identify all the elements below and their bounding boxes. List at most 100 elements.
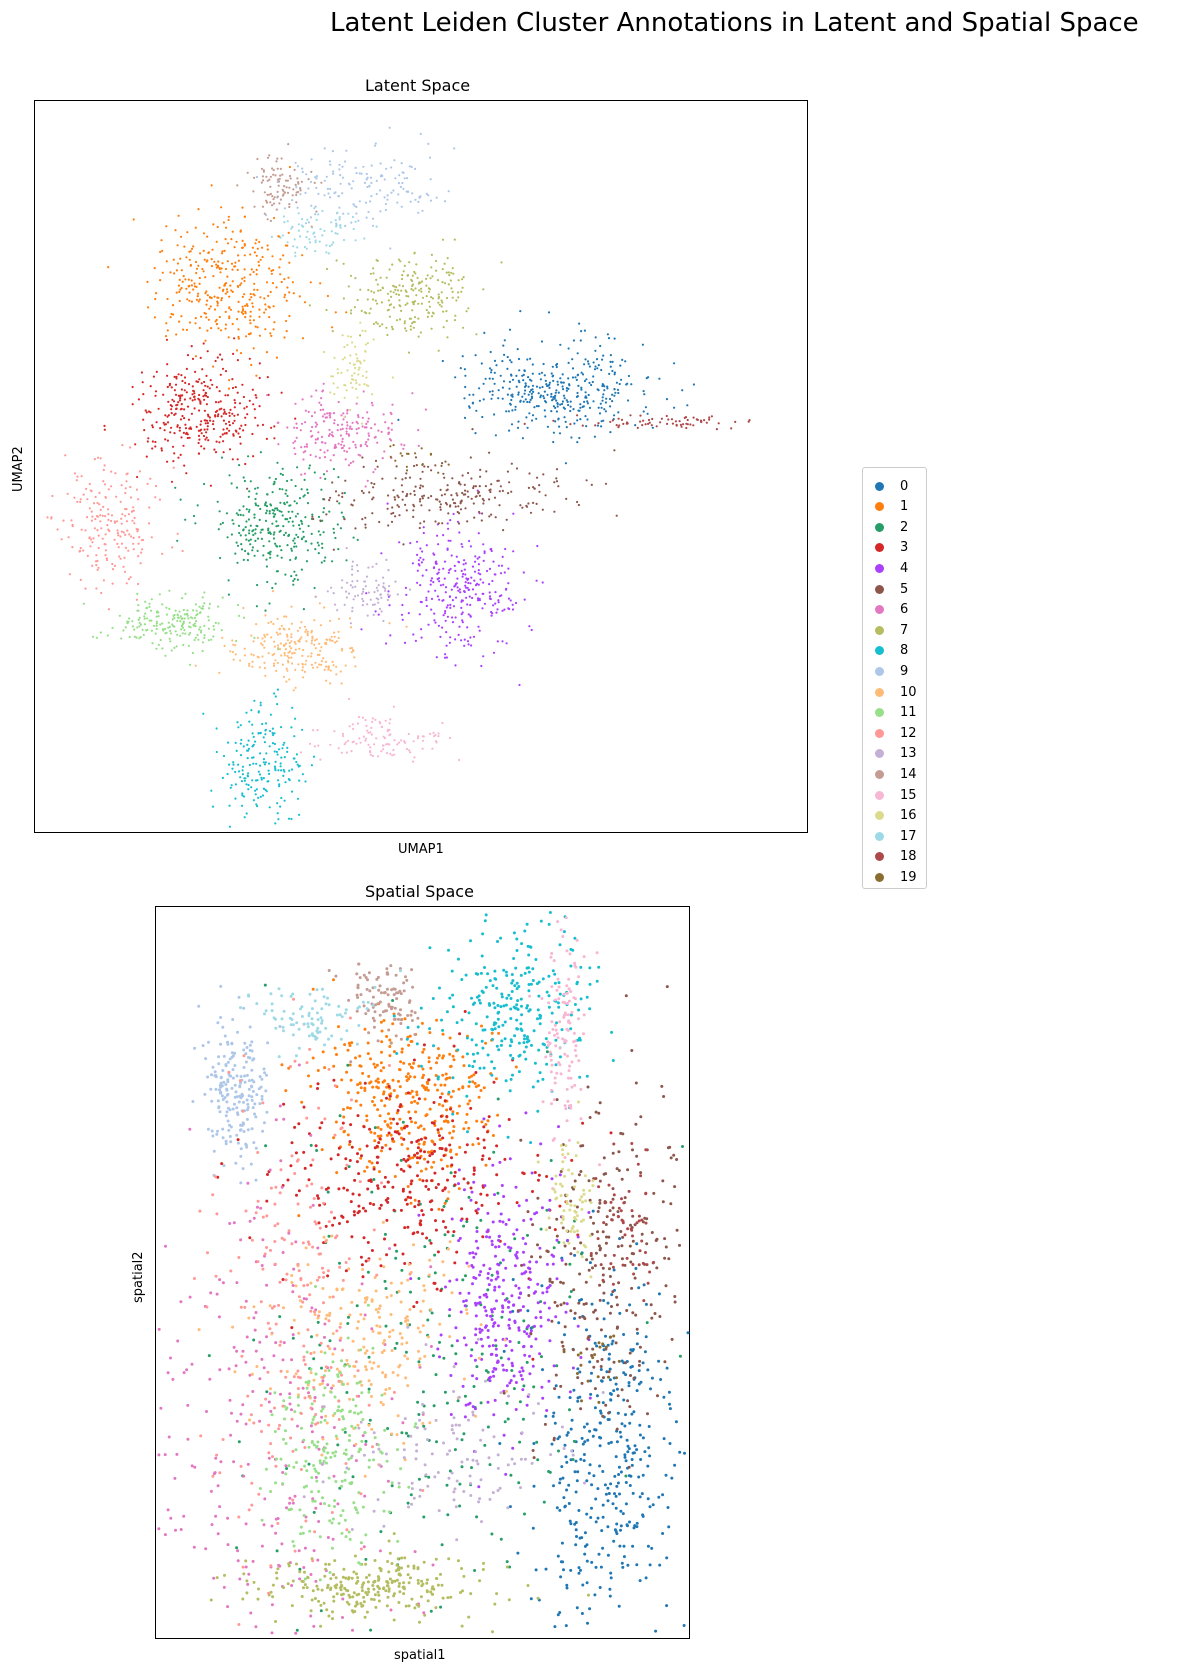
point-cluster-0 [554,391,557,394]
point-cluster-1 [398,1068,402,1072]
point-cluster-4 [488,583,491,586]
point-cluster-1 [249,322,252,325]
point-cluster-18 [670,418,674,421]
point-cluster-9 [414,198,417,201]
point-cluster-2 [243,479,246,483]
point-cluster-0 [648,1454,652,1458]
point-cluster-3 [236,413,239,416]
point-cluster-2 [248,532,251,535]
point-cluster-17 [375,225,378,228]
point-cluster-1 [176,262,179,265]
point-cluster-1 [414,1121,417,1125]
point-cluster-0 [558,1611,562,1614]
point-cluster-17 [351,215,355,219]
point-cluster-6 [390,428,393,431]
point-cluster-15 [396,743,399,746]
point-cluster-0 [474,432,477,435]
point-cluster-0 [615,1484,619,1488]
point-cluster-1 [444,1072,448,1076]
point-cluster-1 [371,1100,374,1103]
point-cluster-1 [261,255,264,259]
point-cluster-1 [207,318,210,321]
point-cluster-1 [392,1050,396,1054]
point-cluster-3 [174,412,177,415]
point-cluster-1 [227,215,230,218]
point-cluster-0 [609,431,612,434]
point-cluster-2 [332,468,335,471]
point-cluster-3 [231,412,234,415]
point-cluster-5 [413,493,416,496]
point-cluster-10 [285,667,288,670]
point-cluster-0 [626,1450,630,1454]
point-cluster-2 [295,1628,299,1632]
point-cluster-0 [489,350,492,354]
point-cluster-1 [147,306,150,309]
point-cluster-3 [402,1169,406,1173]
point-cluster-10 [334,641,337,644]
point-cluster-0 [635,1342,639,1346]
point-cluster-1 [438,1138,442,1142]
point-cluster-11 [172,624,175,628]
point-cluster-12 [139,562,142,565]
point-cluster-15 [382,748,385,751]
point-cluster-5 [371,512,374,515]
point-cluster-12 [129,485,132,489]
point-cluster-9 [428,156,432,159]
point-cluster-18 [597,422,600,425]
point-cluster-18 [644,423,647,426]
point-cluster-8 [222,754,226,758]
point-cluster-1 [215,323,218,326]
point-cluster-2 [324,477,327,480]
point-cluster-0 [499,374,502,377]
point-cluster-3 [316,1087,319,1090]
point-cluster-7 [441,281,444,284]
point-cluster-6 [293,447,296,450]
point-cluster-15 [367,743,370,746]
point-cluster-11 [192,623,195,627]
point-cluster-4 [420,561,423,564]
point-cluster-4 [482,581,485,584]
point-cluster-13 [372,613,375,617]
legend-item-3: 3 [875,538,908,558]
point-cluster-5 [323,498,326,501]
point-cluster-1 [379,1127,383,1131]
point-cluster-13 [373,591,376,594]
point-cluster-3 [270,426,273,429]
point-cluster-0 [576,395,580,398]
point-cluster-3 [353,1178,357,1182]
point-cluster-6 [300,473,303,476]
point-cluster-0 [583,1531,587,1535]
point-cluster-1 [379,1134,383,1138]
point-cluster-0 [516,1551,520,1555]
point-cluster-10 [285,633,289,636]
point-cluster-17 [294,255,297,258]
point-cluster-2 [276,554,279,557]
point-cluster-3 [357,1204,361,1208]
point-cluster-2 [499,1356,503,1360]
point-cluster-0 [600,406,603,409]
point-cluster-2 [242,529,245,532]
point-cluster-3 [190,427,193,430]
point-cluster-2 [293,577,296,581]
point-cluster-10 [252,640,255,643]
point-cluster-5 [393,496,396,499]
legend-item-2: 2 [875,517,908,537]
point-cluster-15 [392,748,395,752]
point-cluster-12 [118,555,121,558]
point-cluster-1 [270,269,273,272]
point-cluster-0 [608,1367,612,1371]
point-cluster-15 [385,743,388,746]
point-cluster-7 [359,288,362,291]
point-cluster-1 [425,1113,429,1117]
point-cluster-3 [329,1157,333,1161]
point-cluster-3 [244,423,247,427]
point-cluster-2 [284,492,287,495]
point-cluster-3 [179,418,183,421]
point-cluster-5 [529,511,533,514]
cluster-13-points [314,547,412,625]
point-cluster-1 [335,1053,338,1056]
point-cluster-14 [288,174,292,178]
point-cluster-11 [193,622,197,625]
legend-item-0: 0 [875,476,908,496]
point-cluster-2 [274,477,277,481]
